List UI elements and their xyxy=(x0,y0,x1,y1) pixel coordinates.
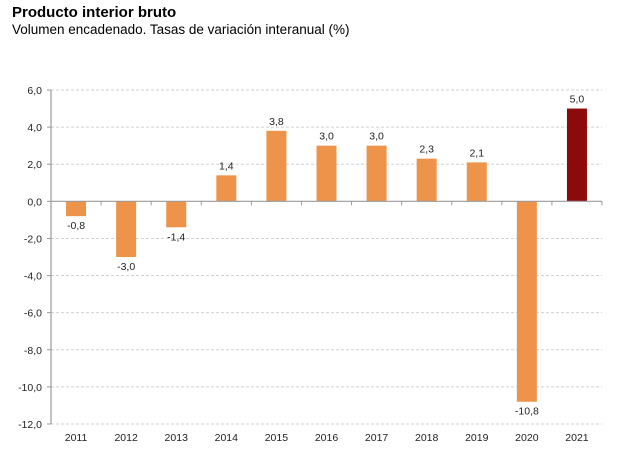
bar xyxy=(66,201,87,217)
data-label: 3,8 xyxy=(269,116,284,128)
bar xyxy=(366,145,387,202)
data-label: -0,8 xyxy=(67,220,85,232)
x-tick-label: 2018 xyxy=(415,432,439,444)
bar xyxy=(266,130,287,202)
y-tick-label: 4,0 xyxy=(27,122,42,134)
x-tick-label: 2021 xyxy=(565,432,589,444)
x-tick-label: 2019 xyxy=(465,432,489,444)
y-tick-label: 6,0 xyxy=(27,85,42,97)
x-tick-label: 2015 xyxy=(265,432,289,444)
data-label: -3,0 xyxy=(117,261,135,273)
chart-title: Producto interior bruto xyxy=(12,4,177,21)
x-tick-label: 2012 xyxy=(114,432,138,444)
bar xyxy=(166,201,187,228)
data-label: 2,1 xyxy=(469,147,484,159)
y-tick-label: -8,0 xyxy=(24,345,42,357)
data-label: -1,4 xyxy=(167,231,185,243)
x-tick-label: 2014 xyxy=(215,432,239,444)
y-tick-label: 0,0 xyxy=(27,196,42,208)
bar xyxy=(416,158,437,202)
bars xyxy=(66,108,587,402)
x-tick-label: 2020 xyxy=(515,432,539,444)
bar xyxy=(466,162,487,202)
data-label: 2,3 xyxy=(419,144,434,156)
x-tick-label: 2016 xyxy=(315,432,339,444)
y-tick-label: 2,0 xyxy=(27,159,42,171)
y-tick-label: -6,0 xyxy=(24,308,42,320)
data-label: 5,0 xyxy=(570,94,585,106)
bar xyxy=(566,108,587,202)
chart-subtitle: Volumen encadenado. Tasas de variación i… xyxy=(12,22,350,37)
data-label: 1,4 xyxy=(219,160,234,172)
x-tick-label: 2011 xyxy=(65,432,88,444)
bar xyxy=(316,145,337,202)
axes xyxy=(47,89,603,425)
y-tick-label: -2,0 xyxy=(24,233,42,245)
bar xyxy=(216,175,237,202)
x-tick-label: 2017 xyxy=(365,432,389,444)
data-label: -10,8 xyxy=(515,406,539,418)
data-label: 3,0 xyxy=(319,131,334,143)
data-label: 3,0 xyxy=(369,131,384,143)
x-tick-label: 2013 xyxy=(165,432,189,444)
y-tick-label: -10,0 xyxy=(18,382,42,394)
x-tick-labels: 2011 2012 2013 2014 2015 2016 2017 2018 2019 2020… xyxy=(65,432,589,444)
y-tick-label: -12,0 xyxy=(18,419,42,431)
data-labels: -0,8 -3,0 -1,4 1,4 3,8 3,0 3,0 2,3 2,1 -10,8 5,0 xyxy=(67,94,584,418)
y-tick-label: -4,0 xyxy=(24,271,42,283)
bar xyxy=(116,201,137,257)
y-tick-labels: 6,0 4,0 2,0 0,0 -2,0 -4,0 -6,0 -8,0 -10,0 -12,0 xyxy=(18,85,42,431)
bar xyxy=(516,201,537,402)
